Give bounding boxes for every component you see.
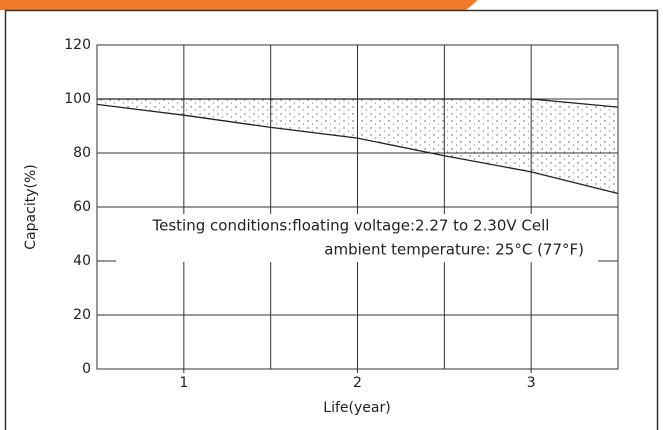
- header-tab: [0, 0, 478, 10]
- x-axis-label: Life(year): [323, 400, 390, 416]
- capacity-line: [97, 98, 619, 108]
- frame: [4, 9, 659, 430]
- y-tick-label: 100: [64, 91, 91, 107]
- y-tick-label: 60: [73, 199, 91, 215]
- y-tick-label: 0: [82, 361, 91, 377]
- x-tick-label: 3: [527, 375, 536, 391]
- y-tick-label: 120: [64, 37, 91, 53]
- y-tick-label: 40: [73, 253, 91, 269]
- annotation: Testing conditions:floating voltage:2.27…: [152, 217, 550, 235]
- plot-frame: [96, 44, 619, 370]
- annotation: ambient temperature: 25°C (77°F): [324, 241, 584, 259]
- tolerance-band: [97, 99, 618, 194]
- capacity-line: [96, 103, 619, 195]
- y-axis-label: Capacity(%): [23, 164, 39, 249]
- annotation-bg: [116, 214, 598, 262]
- y-tick-label: 80: [73, 145, 91, 161]
- y-tick-label: 20: [73, 307, 91, 323]
- x-tick-label: 2: [353, 375, 362, 391]
- x-tick-label: 1: [179, 375, 188, 391]
